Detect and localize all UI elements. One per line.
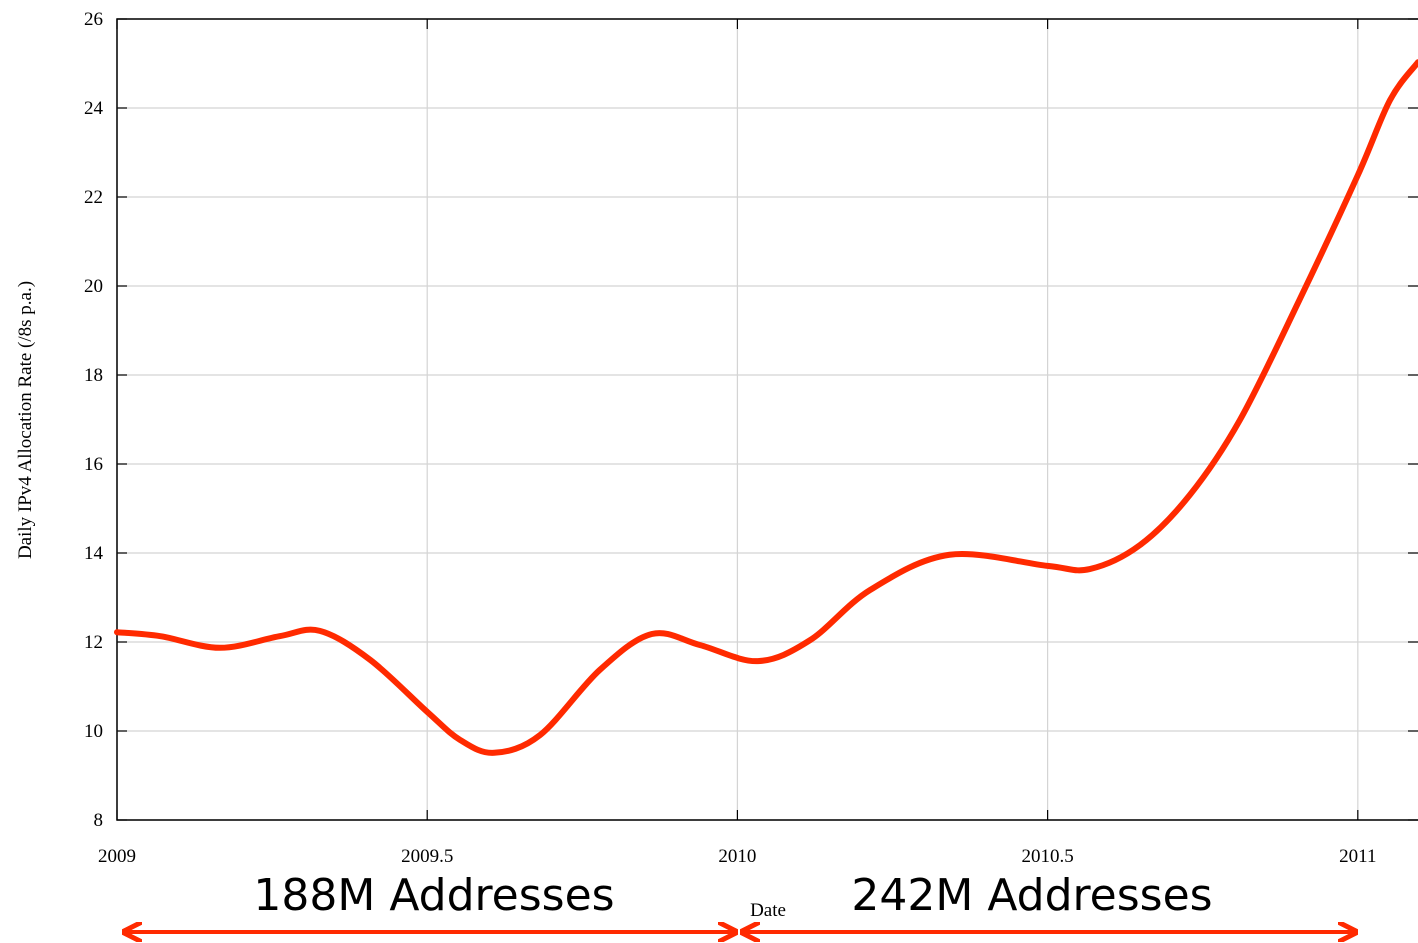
annotation: 242M Addresses bbox=[851, 870, 1212, 921]
y-tick-label: 12 bbox=[84, 632, 103, 653]
annotation: 188M Addresses bbox=[253, 870, 614, 921]
y-axis-label: Daily IPv4 Allocation Rate (/8s p.a.) bbox=[15, 281, 36, 559]
x-tick-label: 2009.5 bbox=[401, 846, 453, 867]
y-tick-label: 10 bbox=[84, 721, 103, 742]
y-tick-label: 26 bbox=[84, 9, 103, 30]
axes-frame bbox=[116, 18, 1418, 821]
x-tick-label: 2011 bbox=[1339, 846, 1376, 867]
y-tick-label: 16 bbox=[84, 454, 103, 475]
x-tick-label: 2010 bbox=[718, 846, 756, 867]
y-tick-label: 22 bbox=[84, 187, 103, 208]
y-tick-label: 18 bbox=[84, 365, 103, 386]
y-tick-label: 8 bbox=[94, 810, 104, 831]
y-tick-label: 20 bbox=[84, 276, 103, 297]
y-tick-label: 24 bbox=[84, 98, 104, 119]
x-tick-label: 2010.5 bbox=[1021, 846, 1073, 867]
x-axis-label: Date bbox=[750, 900, 786, 921]
line bbox=[114, 59, 1418, 756]
x-tick-label: 2009 bbox=[98, 846, 136, 867]
y-tick-label: 14 bbox=[84, 543, 104, 564]
